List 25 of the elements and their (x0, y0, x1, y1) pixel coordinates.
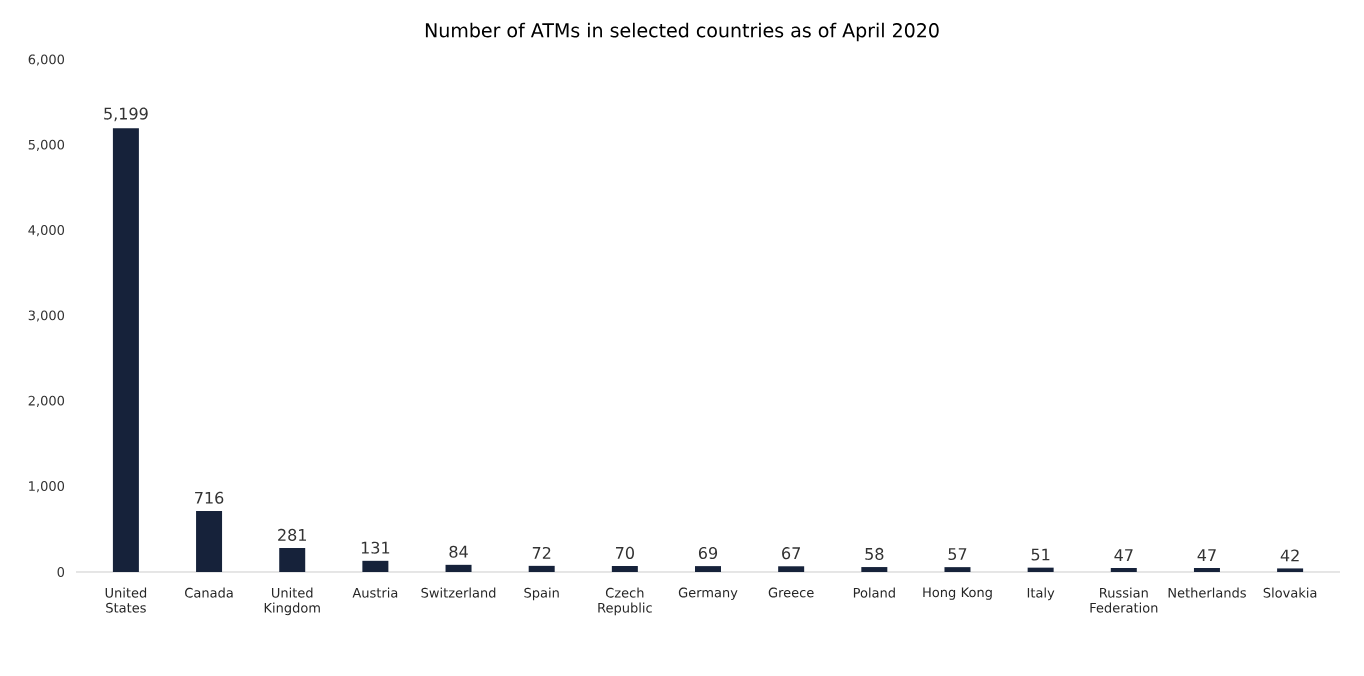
data-label: 72 (532, 546, 551, 559)
data-label: 58 (865, 547, 884, 560)
bar (445, 564, 472, 572)
data-label: 131 (361, 541, 390, 554)
data-label: 51 (1031, 548, 1050, 561)
data-label: 69 (698, 546, 718, 560)
data-label: 47 (1114, 549, 1133, 561)
data-label: 281 (278, 528, 306, 541)
data-label: 70 (615, 546, 634, 559)
data-label: 5,199 (104, 107, 148, 122)
bar (279, 548, 306, 572)
data-label: 47 (1197, 549, 1216, 561)
bar (362, 560, 389, 572)
data-label: 67 (782, 547, 800, 560)
data-label: 84 (449, 545, 468, 558)
data-label: 42 (1280, 549, 1299, 562)
chart-title: Number of ATMs in selected countries as of April 2020 (425, 22, 939, 42)
data-label: 716 (195, 491, 224, 504)
bar (695, 566, 722, 572)
bar (196, 510, 223, 572)
bar (528, 565, 555, 572)
data-label: 57 (948, 548, 967, 561)
bar (778, 566, 805, 572)
bar (611, 566, 638, 572)
bar (112, 128, 139, 572)
